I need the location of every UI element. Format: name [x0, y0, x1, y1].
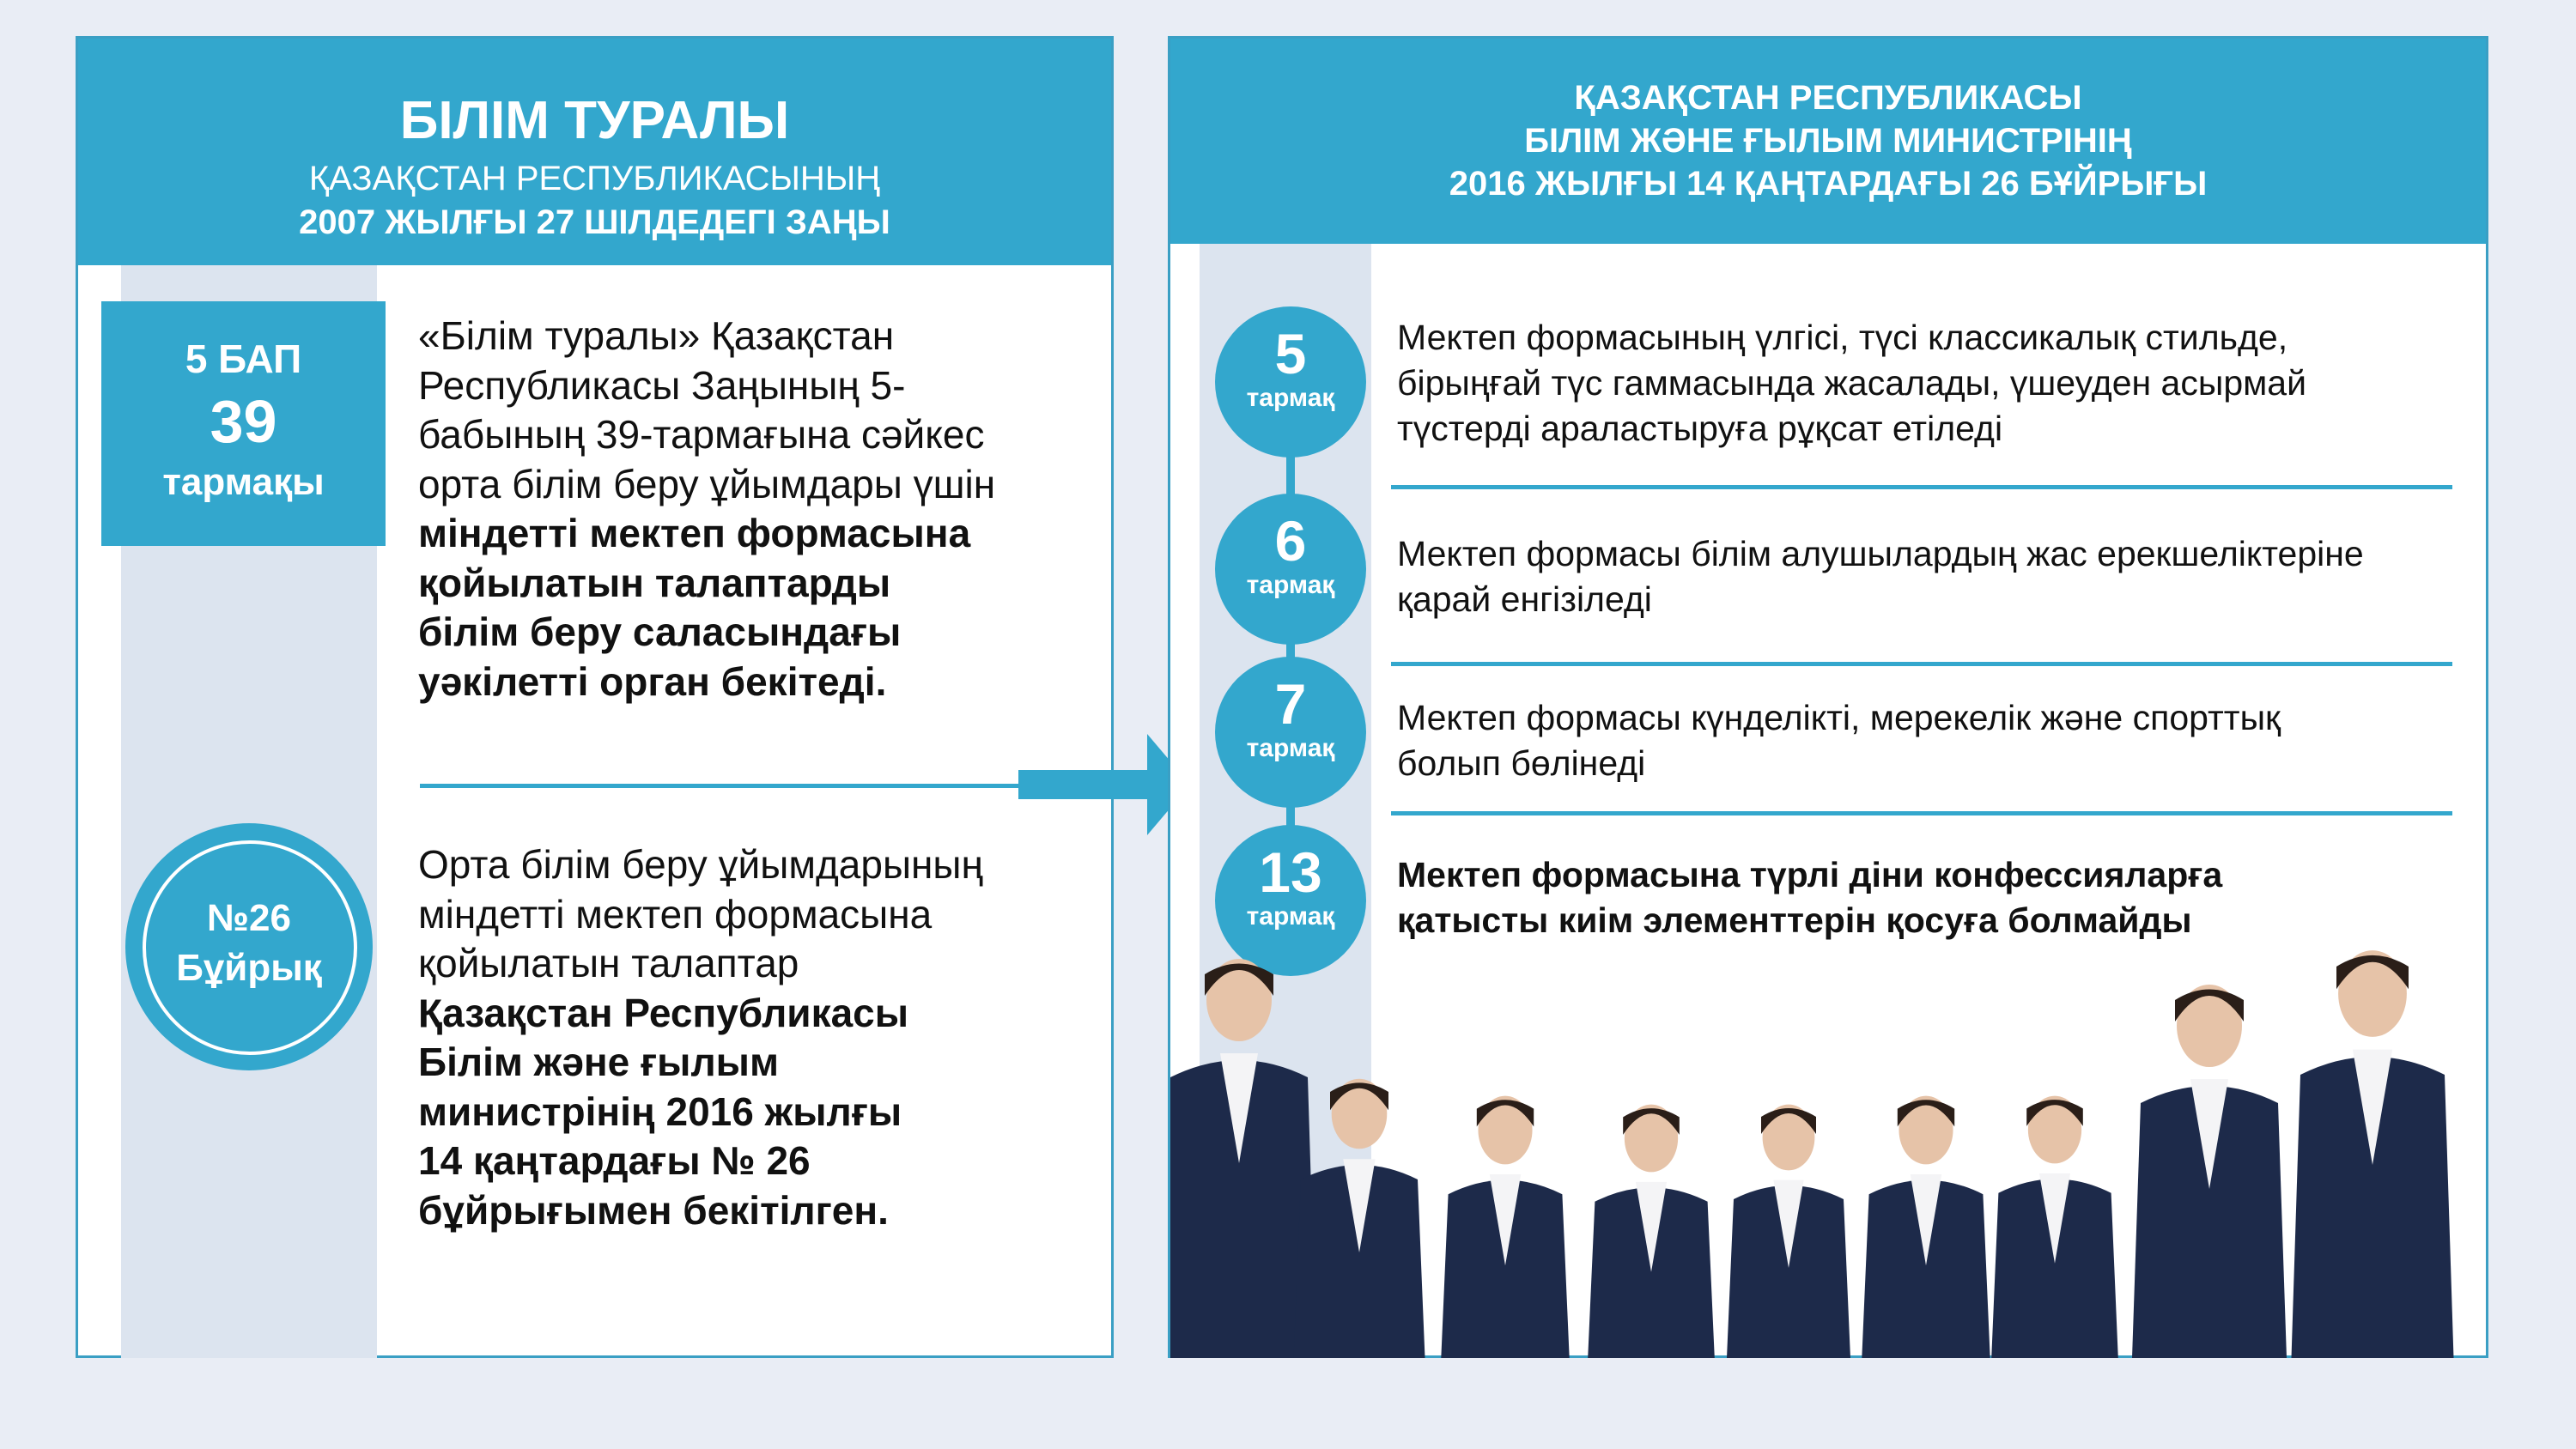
- text-line: «Білім туралы» Қазақстан: [418, 313, 895, 358]
- clause-circle-13: 13 тармақ: [1215, 825, 1366, 976]
- student-figure: [1727, 1104, 1850, 1358]
- student-figure: [2132, 985, 2287, 1358]
- text-line: Мектеп формасы білім алушылардың жас ере…: [1397, 534, 2364, 573]
- student-figure: [1991, 1095, 2118, 1358]
- text-line: міндетті мектеп формасына: [418, 891, 933, 937]
- clause-number: 6: [1274, 509, 1307, 573]
- divider: [1391, 485, 2452, 489]
- left-header: БІЛІМ ТУРАЛЫ ҚАЗАҚСТАН РЕСПУБЛИКАСЫНЫҢ 2…: [78, 39, 1111, 265]
- clause-circle-5: 5 тармақ: [1215, 306, 1366, 458]
- clause-text-13: Мектеп формасына түрлі діни конфессиялар…: [1397, 852, 2470, 943]
- clause-number: 5: [1274, 322, 1307, 385]
- text-line: Орта білім беру ұйымдарының: [418, 842, 983, 887]
- clause-unit: тармақ: [1246, 734, 1335, 762]
- text-line: Қазақстан Республикасы: [418, 990, 909, 1035]
- text-line: 14 қаңтардағы № 26: [418, 1138, 811, 1183]
- text-line: Республикасы Заңының 5-: [418, 362, 906, 408]
- text-line: қатысты киім элементтерін қосуға болмайд…: [1397, 900, 2192, 940]
- arrow-right-icon: [1018, 734, 1190, 835]
- text-line: бабының 39-тармағына сәйкес: [418, 412, 985, 457]
- right-title-line: БІЛІМ ЖӘНЕ ҒЫЛЫМ МИНИСТРІНІҢ: [1524, 122, 2132, 160]
- student-figure: [2291, 950, 2454, 1358]
- student-figure: [1862, 1095, 1990, 1358]
- student-figure: [1588, 1104, 1715, 1358]
- text-line: міндетті мектеп формасына: [418, 511, 971, 555]
- badge-number: 39: [210, 388, 277, 455]
- order-paragraph: Орта білім беру ұйымдарының міндетті мек…: [418, 840, 1097, 1235]
- text-line: Мектеп формасы күнделікті, мерекелік жән…: [1397, 698, 2281, 737]
- clause-circle-7: 7 тармақ: [1215, 657, 1366, 808]
- clause-number: 7: [1274, 672, 1307, 736]
- text-line: орта білім беру ұйымдары үшін: [418, 461, 996, 506]
- divider: [1391, 662, 2452, 666]
- clause-text-5: Мектеп формасының үлгісі, түсі классикал…: [1397, 315, 2470, 452]
- left-panel: БІЛІМ ТУРАЛЫ ҚАЗАҚСТАН РЕСПУБЛИКАСЫНЫҢ 2…: [76, 36, 1114, 1358]
- student-figure: [1293, 1078, 1425, 1358]
- clause-text-6: Мектеп формасы білім алушылардың жас ере…: [1397, 531, 2470, 622]
- order-label: Бұйрық: [176, 947, 322, 989]
- clause-unit: тармақ: [1246, 902, 1335, 931]
- law-paragraph: «Білім туралы» Қазақстан Республикасы За…: [418, 312, 1097, 706]
- text-line: түстерді араластыруға рұқсат етіледі: [1397, 409, 2003, 448]
- text-line: бұйрығымен бекітілген.: [418, 1187, 889, 1233]
- text-line: бірыңғай түс гаммасында жасалады, үшеуде…: [1397, 363, 2307, 403]
- left-subtitle1: ҚАЗАҚСТАН РЕСПУБЛИКАСЫНЫҢ: [308, 160, 881, 197]
- text-line: уәкілетті орган бекітеді.: [418, 658, 887, 704]
- order-circle-ring: [143, 840, 357, 1055]
- clause-unit: тармақ: [1246, 384, 1335, 412]
- text-line: қарай енгізіледі: [1397, 579, 1652, 619]
- text-line: Білім және ғылым: [418, 1040, 779, 1084]
- left-subtitle2: 2007 ЖЫЛҒЫ 27 ШІЛДЕДЕГІ ЗАҢЫ: [299, 203, 890, 241]
- text-line: Мектеп формасының үлгісі, түсі классикал…: [1397, 318, 2288, 357]
- clause-unit: тармақ: [1246, 571, 1335, 599]
- right-title-line: 2016 ЖЫЛҒЫ 14 ҚАҢТАРДАҒЫ 26 БҰЙРЫҒЫ: [1449, 165, 2208, 203]
- divider: [1391, 811, 2452, 815]
- badge-unit: тармақы: [162, 461, 325, 503]
- text-line: Мектеп формасына түрлі діни конфессиялар…: [1397, 855, 2223, 894]
- order-circle: №26 Бұйрық: [125, 823, 373, 1070]
- text-line: министрінің 2016 жылғы: [418, 1088, 902, 1134]
- student-figure: [1441, 1095, 1570, 1358]
- clause-number: 13: [1259, 840, 1322, 904]
- right-panel: ҚАЗАҚСТАН РЕСПУБЛИКАСЫ БІЛІМ ЖӘНЕ ҒЫЛЫМ …: [1168, 36, 2488, 1358]
- left-title: БІЛІМ ТУРАЛЫ: [399, 91, 790, 150]
- text-line: болып бөлінеді: [1397, 743, 1646, 783]
- order-number: №26: [207, 897, 291, 939]
- article-badge: 5 БАП 39 тармақы: [101, 301, 386, 546]
- student-figure: [1170, 959, 1316, 1358]
- badge-chapter: 5 БАП: [185, 336, 302, 381]
- right-header: ҚАЗАҚСТАН РЕСПУБЛИКАСЫ БІЛІМ ЖӘНЕ ҒЫЛЫМ …: [1170, 39, 2486, 244]
- students-photo: [1170, 950, 2454, 1358]
- right-title-line: ҚАЗАҚСТАН РЕСПУБЛИКАСЫ: [1574, 79, 2082, 117]
- clause-text-7: Мектеп формасы күнделікті, мерекелік жән…: [1397, 695, 2470, 786]
- divider: [420, 784, 1038, 788]
- clause-circle-6: 6 тармақ: [1215, 494, 1366, 645]
- text-line: қойылатын талаптарды: [418, 560, 891, 605]
- text-line: қойылатын талаптар: [418, 941, 799, 985]
- text-line: білім беру саласындағы: [418, 609, 902, 654]
